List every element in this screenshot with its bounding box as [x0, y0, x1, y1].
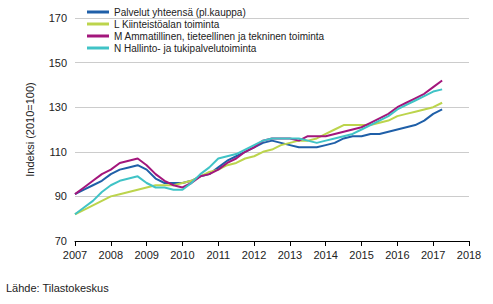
- svg-text:2011: 2011: [206, 249, 230, 261]
- svg-text:2009: 2009: [134, 249, 158, 261]
- svg-text:90: 90: [55, 190, 67, 202]
- svg-text:2010: 2010: [170, 249, 194, 261]
- svg-text:Indeksi (2010=100): Indeksi (2010=100): [24, 82, 36, 176]
- svg-text:150: 150: [49, 57, 67, 69]
- svg-text:2015: 2015: [349, 249, 373, 261]
- svg-text:Palvelut yhteensä (pl.kauppa): Palvelut yhteensä (pl.kauppa): [114, 7, 246, 18]
- svg-text:70: 70: [55, 235, 67, 247]
- svg-text:L Kiinteistöalan toiminta: L Kiinteistöalan toiminta: [114, 19, 220, 30]
- svg-text:2014: 2014: [313, 249, 337, 261]
- svg-text:2013: 2013: [278, 249, 302, 261]
- svg-text:N Hallinto- ja tukipalvelutoim: N Hallinto- ja tukipalvelutoiminta: [114, 43, 257, 54]
- svg-text:2012: 2012: [242, 249, 266, 261]
- svg-text:2007: 2007: [63, 249, 87, 261]
- svg-text:M Ammatillinen, tieteellinen j: M Ammatillinen, tieteellinen ja tekninen…: [114, 31, 325, 42]
- svg-text:110: 110: [49, 146, 67, 158]
- svg-text:2008: 2008: [99, 249, 123, 261]
- svg-text:170: 170: [49, 12, 67, 24]
- svg-text:130: 130: [49, 101, 67, 113]
- svg-text:2016: 2016: [385, 249, 409, 261]
- svg-text:2017: 2017: [421, 249, 445, 261]
- svg-text:Lähde: Tilastokeskus: Lähde: Tilastokeskus: [6, 282, 109, 294]
- svg-text:2018: 2018: [457, 249, 481, 261]
